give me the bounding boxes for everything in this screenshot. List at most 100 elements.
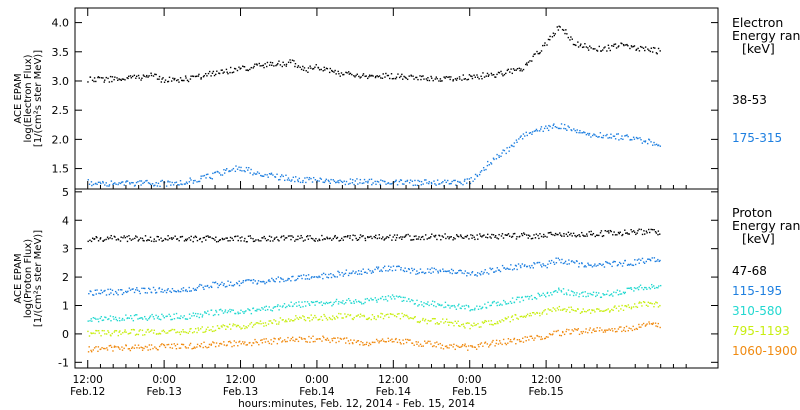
data-point [196,287,199,289]
data-point [563,262,566,264]
data-point [641,287,643,289]
data-point [125,331,127,333]
proton-plot-frame [74,188,719,369]
data-point [135,75,138,78]
data-point [312,340,314,343]
data-point [148,344,151,346]
data-point [548,309,551,311]
data-point [561,28,564,31]
data-point [289,320,291,322]
data-point [283,280,285,283]
data-point [251,326,254,328]
data-point [444,233,446,235]
data-point [227,240,229,242]
data-point [439,270,442,273]
data-point [568,259,570,261]
data-point [139,292,141,295]
data-point [636,232,638,234]
data-point [243,66,246,68]
data-point [430,183,433,185]
data-point [375,338,378,341]
data-point [538,335,540,338]
data-point [359,234,362,236]
data-point [282,340,284,342]
data-point [216,325,219,327]
data-point [240,328,242,330]
data-point [655,301,657,303]
data-point [614,234,617,236]
data-point [530,237,533,240]
data-point [382,236,384,238]
data-point [481,321,484,323]
data-point [264,282,266,285]
data-point [341,237,343,240]
data-point [192,312,195,314]
data-point [245,344,247,346]
data-point [349,182,351,185]
data-point [453,324,455,327]
data-point [339,337,342,340]
data-point [571,38,573,40]
data-point [452,322,454,324]
data-point [194,288,197,291]
data-point [635,233,637,236]
data-point [298,304,300,307]
data-point [461,305,463,307]
data-point [210,329,212,331]
data-point [349,237,351,239]
data-point [273,306,276,308]
data-point [426,342,429,344]
data-point [264,237,266,240]
data-point [461,323,463,326]
data-point [176,317,179,319]
data-point [599,296,602,299]
data-point [292,236,294,239]
data-point [252,342,255,344]
data-point [620,262,622,265]
data-point [305,70,307,72]
data-point [528,265,531,267]
data-point [620,293,623,295]
data-point [254,309,257,312]
data-point [515,314,517,316]
data-point [231,237,233,240]
data-point [614,305,616,307]
data-point [553,290,556,292]
data-point [353,302,355,304]
data-point [339,75,341,77]
data-point [376,180,379,183]
data-point [476,234,478,236]
data-point [623,327,625,329]
data-point [93,238,96,240]
data-point [534,313,536,315]
data-point [226,237,228,239]
data-point [583,131,585,133]
data-point [590,136,592,138]
data-point [440,80,442,82]
data-point [160,344,162,346]
data-point [406,78,409,81]
data-point [238,340,241,343]
data-point [94,332,96,335]
data-point [329,318,332,320]
data-point [640,302,642,304]
data-point [627,329,629,332]
data-point [431,318,434,320]
data-point [210,309,213,311]
data-point [580,132,582,134]
data-point [567,289,570,291]
data-point [622,291,625,293]
data-point [282,305,284,307]
data-point [362,74,364,77]
data-point [226,71,228,73]
data-point [148,287,150,290]
y-tick-label: 4 [62,214,69,227]
data-point [412,184,414,187]
data-point [149,315,152,317]
data-point [203,341,205,343]
data-point [565,330,567,333]
data-point [360,340,362,343]
data-point [641,142,644,144]
data-point [366,318,369,321]
data-point [513,301,516,304]
